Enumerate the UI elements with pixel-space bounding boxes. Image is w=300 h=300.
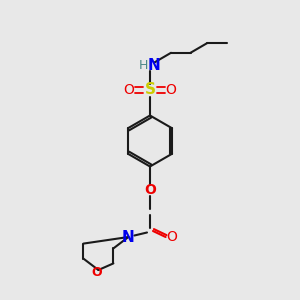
Text: O: O	[124, 83, 134, 97]
Text: O: O	[166, 230, 177, 244]
Text: H: H	[139, 59, 148, 72]
Text: O: O	[92, 266, 102, 279]
Text: O: O	[144, 184, 156, 197]
Text: S: S	[145, 82, 155, 98]
Text: O: O	[166, 83, 176, 97]
Text: N: N	[147, 58, 160, 73]
Text: N: N	[122, 230, 135, 244]
